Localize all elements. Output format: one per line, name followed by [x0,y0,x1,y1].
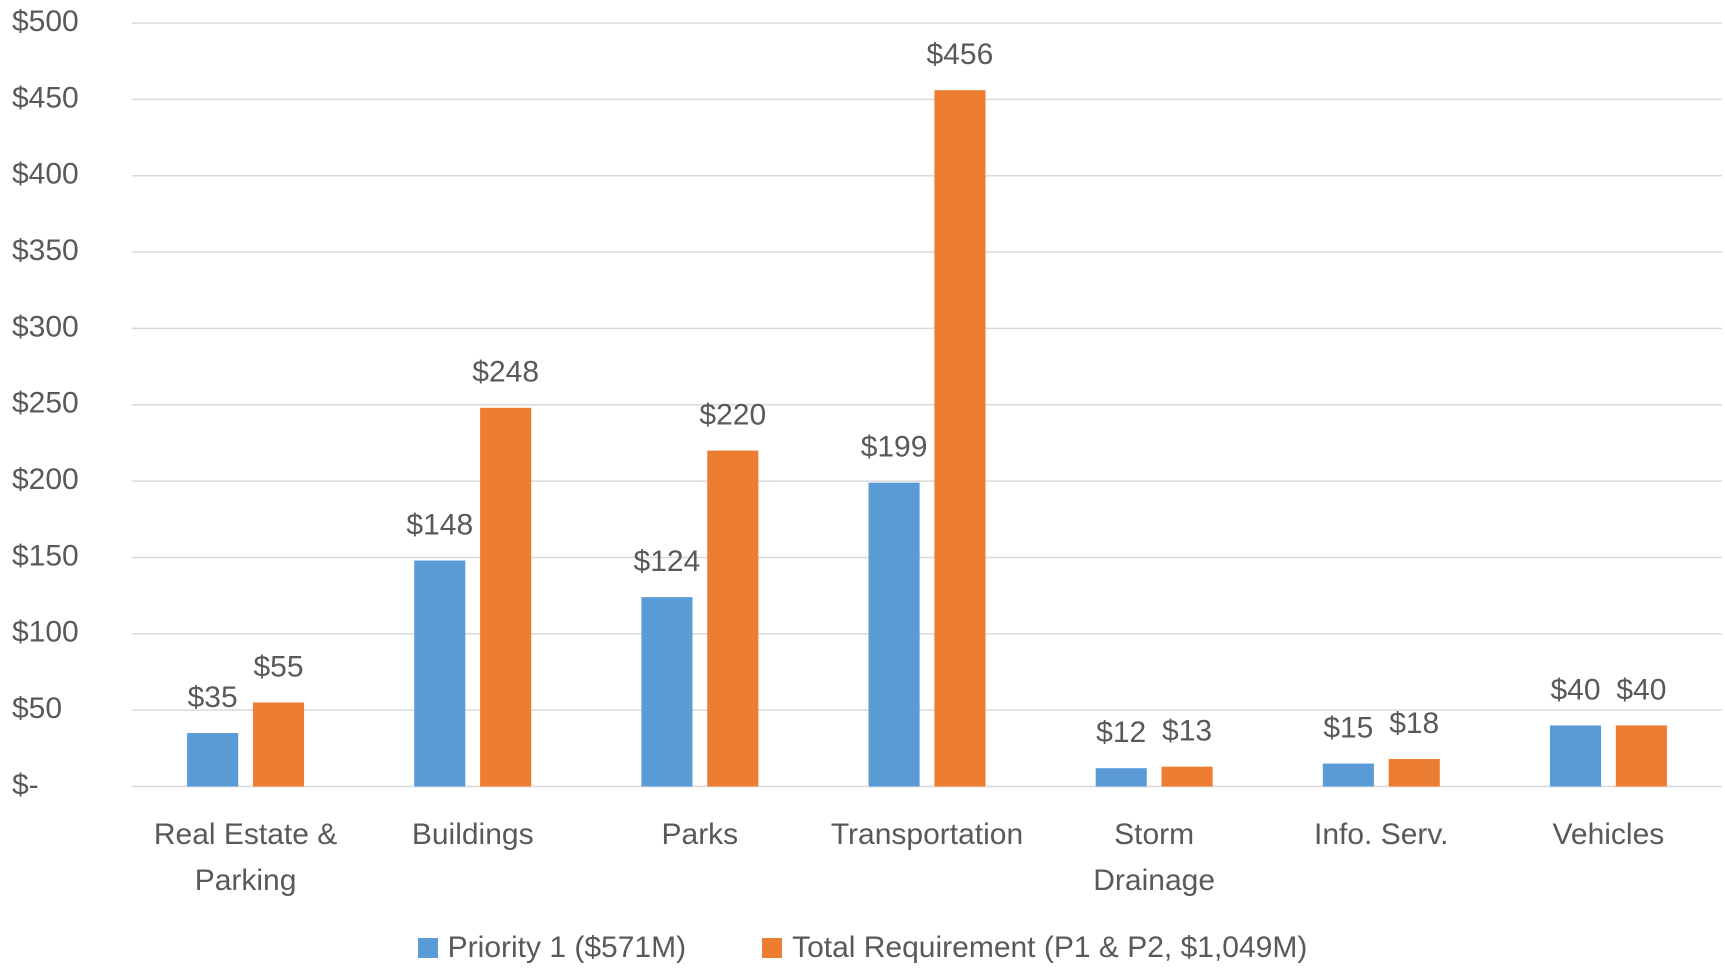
x-tick-label: Vehicles [1552,818,1665,851]
bar [480,407,532,787]
bar [1615,725,1667,787]
y-tick-label: $200 [12,463,79,496]
bar [1161,766,1213,787]
x-tick-label: Transportation [830,818,1024,851]
y-tick-label: $450 [12,81,79,114]
legend: Priority 1 ($571M) Total Requirement (P1 … [0,928,1725,968]
legend-label: Priority 1 ($571M) [447,931,687,964]
legend-item: Total Requirement (P1 & P2, $1,049M) [762,928,1307,968]
data-label: $148 [406,508,473,541]
y-tick-label: $100 [12,616,79,649]
data-label: $199 [861,431,928,464]
bar [187,733,239,787]
x-tick-label: Info. Serv. [1314,818,1449,851]
bar [414,560,466,787]
y-tick-label: $- [12,768,39,801]
data-label: $456 [927,38,994,71]
data-label: $248 [472,356,539,389]
bar [1388,759,1440,787]
y-tick-label: $400 [12,158,79,191]
data-label: $40 [1550,673,1600,706]
bar [1549,725,1602,787]
legend-swatch [762,938,783,958]
data-label: $12 [1096,716,1146,749]
data-label: $13 [1162,715,1212,748]
x-tick-label: Real Estate & Parking [153,818,338,897]
y-tick-label: $250 [12,387,79,420]
legend-swatch [417,938,438,958]
y-tick-label: $500 [12,5,79,38]
data-label: $15 [1323,712,1373,745]
x-tick-label: Buildings [411,818,534,851]
x-tick-label: Parks [661,818,739,851]
bar [707,450,759,787]
legend-label: Total Requirement (P1 & P2, $1,049M) [792,931,1308,964]
y-tick-label: $50 [12,692,62,725]
data-label: $55 [253,650,303,683]
data-label: $18 [1389,707,1439,740]
data-label: $35 [188,681,238,714]
bar [1095,768,1147,787]
data-label: $124 [634,545,701,578]
bar [934,90,986,787]
bar [1322,763,1374,787]
legend-item: Priority 1 ($571M) [417,928,687,968]
y-tick-label: $300 [12,310,79,343]
y-tick-label: $350 [12,234,79,267]
data-label: $220 [699,398,766,431]
x-tick-label: Storm Drainage [1093,818,1216,897]
y-tick-label: $150 [12,539,79,572]
bar [641,597,693,787]
bar [252,702,305,787]
bar [868,482,920,787]
data-label: $40 [1616,673,1666,706]
